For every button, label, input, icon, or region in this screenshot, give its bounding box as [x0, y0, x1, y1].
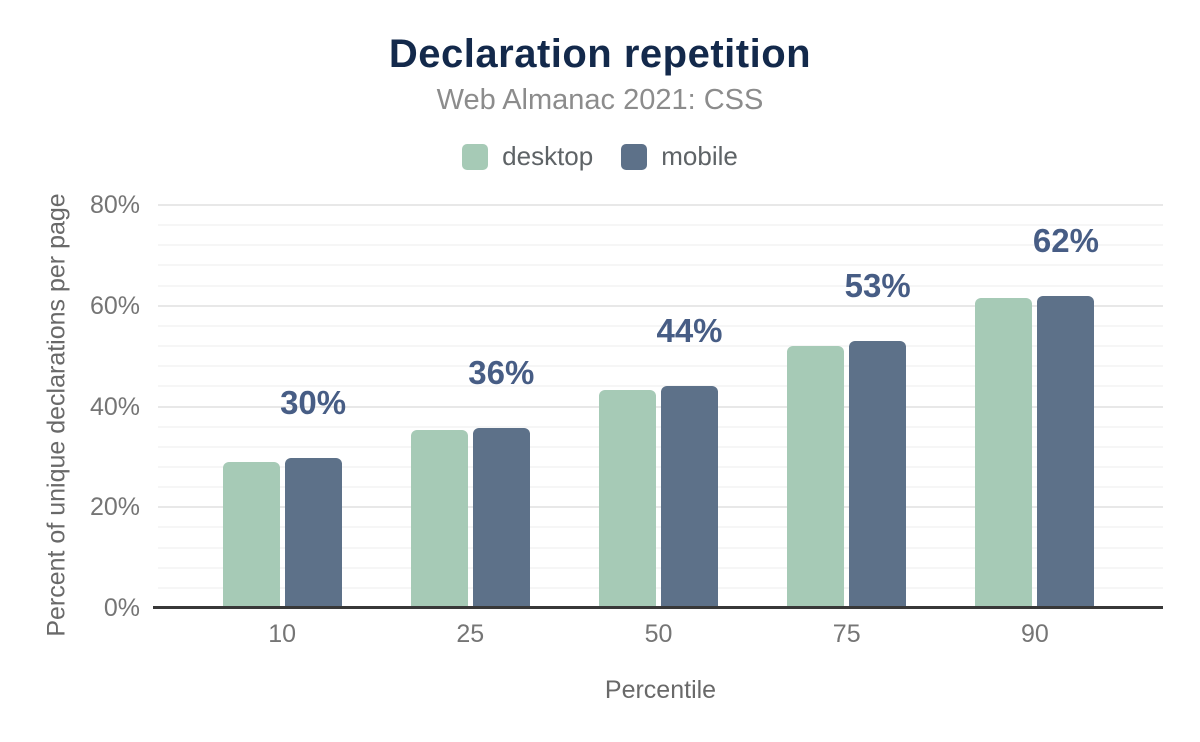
x-axis-line	[153, 606, 1163, 609]
major-gridline	[158, 304, 1163, 307]
chart-legend: desktop mobile	[0, 141, 1200, 172]
minor-gridline	[158, 224, 1163, 227]
minor-gridline	[158, 264, 1163, 267]
y-tick-80: 80%	[89, 191, 140, 219]
x-axis-title: Percentile	[604, 676, 717, 704]
minor-gridline	[158, 365, 1163, 368]
value-label-p90: 62%	[1032, 221, 1099, 259]
minor-gridline	[158, 345, 1163, 348]
major-gridline	[158, 204, 1163, 206]
bar-desktop-p50	[599, 389, 656, 608]
minor-gridline	[158, 486, 1163, 489]
legend-label-mobile: mobile	[661, 141, 738, 171]
bar-mobile-p10: 30%	[280, 384, 346, 608]
x-tick-10: 10	[268, 620, 296, 648]
bar-group-p50: 44% 50	[564, 205, 752, 648]
minor-gridline	[158, 465, 1163, 468]
chart-subtitle: Web Almanac 2021: CSS	[436, 84, 764, 116]
bar-desktop-p90	[975, 298, 1033, 608]
bar-pair-p10: 30%	[222, 384, 346, 608]
x-tick-25: 25	[456, 620, 485, 648]
legend-swatch-desktop	[462, 143, 489, 170]
bar-group-p90: 62% 90	[941, 205, 1129, 648]
bar-pair-p75: 53%	[787, 267, 911, 608]
legend-item-mobile: mobile	[621, 141, 738, 172]
minor-gridline	[158, 526, 1163, 529]
bar-pair-p50: 44%	[599, 312, 723, 608]
x-tick-75: 75	[832, 620, 861, 648]
minor-gridline	[158, 284, 1163, 287]
major-gridline	[158, 405, 1163, 408]
minor-gridline	[158, 445, 1163, 448]
bar-mobile-p75: 53%	[845, 267, 911, 608]
bars-area: 30% 10 36% 25 44% 50 53% 75 62% 90	[188, 205, 1129, 648]
minor-gridline	[158, 425, 1163, 428]
bar-mobile-p25: 36%	[468, 354, 534, 608]
y-tick-60: 60%	[89, 291, 140, 320]
legend-label-desktop: desktop	[502, 141, 594, 171]
minor-gridline	[158, 546, 1163, 549]
value-label-p10: 30%	[280, 383, 347, 421]
minor-gridline	[158, 385, 1163, 388]
value-label-p25: 36%	[468, 353, 535, 391]
legend-swatch-mobile	[621, 143, 648, 170]
bar-pair-p90: 62%	[975, 222, 1099, 608]
value-label-p75: 53%	[844, 267, 911, 305]
minor-gridline	[158, 566, 1163, 569]
minor-gridline	[158, 244, 1163, 247]
bar-mobile-p90: 62%	[1033, 222, 1099, 608]
bar-desktop-p75	[787, 345, 845, 608]
bar-group-p25: 36% 25	[376, 205, 564, 648]
value-label-p50: 44%	[656, 311, 723, 349]
bar-pair-p25: 36%	[410, 354, 534, 608]
chart-title: Declaration repetition	[388, 32, 812, 76]
legend-item-desktop: desktop	[462, 141, 593, 172]
y-tick-20: 20%	[89, 493, 140, 522]
x-tick-50: 50	[644, 620, 673, 648]
y-tick-0: 0%	[103, 594, 140, 622]
minor-gridline	[158, 586, 1163, 589]
minor-gridline	[158, 324, 1163, 327]
bar-desktop-p10	[222, 461, 280, 608]
bar-group-p10: 30% 10	[188, 205, 376, 648]
x-tick-90: 90	[1021, 620, 1049, 648]
bar-mobile-p50: 44%	[656, 312, 723, 608]
bar-group-p75: 53% 75	[753, 205, 941, 648]
plot-area: 0% 20% 40% 60% 80% 30% 10 36% 25 44% 50 53% 75 62% 90	[90, 192, 1163, 648]
y-tick-40: 40%	[89, 392, 140, 421]
bar-desktop-p25	[410, 429, 468, 608]
major-gridline	[158, 506, 1163, 509]
